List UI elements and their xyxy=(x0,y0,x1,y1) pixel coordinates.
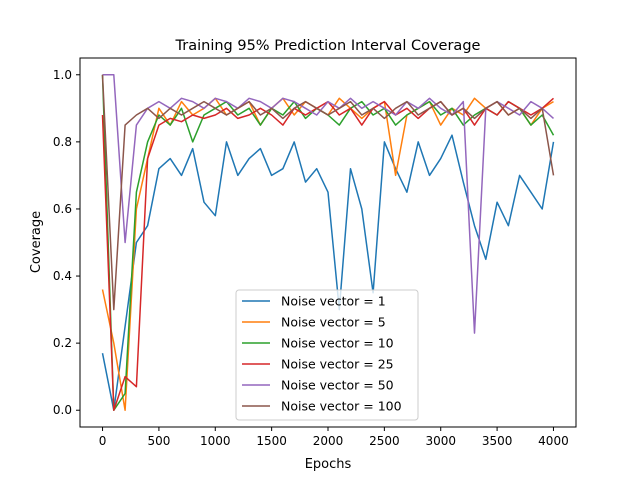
x-tick-label: 1000 xyxy=(200,434,231,448)
legend: Noise vector = 1 Noise vector = 5 Noise ve… xyxy=(235,289,419,421)
series-line-1 xyxy=(101,134,555,411)
y-tick-label: 1.0 xyxy=(53,68,72,82)
y-axis: 0.0 0.2 0.4 0.6 0.8 1.0 xyxy=(53,68,80,417)
legend-label-3: Noise vector = 10 xyxy=(281,336,394,351)
x-tick-label: 0 xyxy=(99,434,107,448)
y-tick-label: 0.2 xyxy=(53,336,72,350)
y-axis-label: Coverage xyxy=(29,211,44,273)
x-tick-label: 2000 xyxy=(313,434,344,448)
y-tick-label: 0.0 xyxy=(53,403,72,417)
x-tick-label: 1500 xyxy=(256,434,287,448)
series-line-6 xyxy=(101,74,555,311)
x-tick-label: 3500 xyxy=(482,434,513,448)
x-tick-label: 500 xyxy=(147,434,170,448)
x-tick-label: 4000 xyxy=(538,434,569,448)
x-axis-label: Epochs xyxy=(305,457,352,472)
y-tick-label: 0.6 xyxy=(53,202,72,216)
y-tick-label: 0.8 xyxy=(53,135,72,149)
legend-label-6: Noise vector = 100 xyxy=(281,399,402,414)
x-axis: 0 500 1000 1500 2000 2500 3000 3500 4000 xyxy=(99,427,569,448)
x-tick-label: 3000 xyxy=(425,434,456,448)
legend-box xyxy=(235,289,419,421)
legend-label-4: Noise vector = 25 xyxy=(281,357,394,372)
series-layer xyxy=(101,74,555,411)
series-line-5 xyxy=(102,74,554,334)
chart-title: Training 95% Prediction Interval Coverag… xyxy=(175,38,481,54)
y-tick-label: 0.4 xyxy=(53,269,72,283)
legend-label-1: Noise vector = 1 xyxy=(281,294,386,309)
x-tick-label: 2500 xyxy=(369,434,400,448)
legend-label-2: Noise vector = 5 xyxy=(281,315,386,330)
legend-label-5: Noise vector = 50 xyxy=(281,378,394,393)
